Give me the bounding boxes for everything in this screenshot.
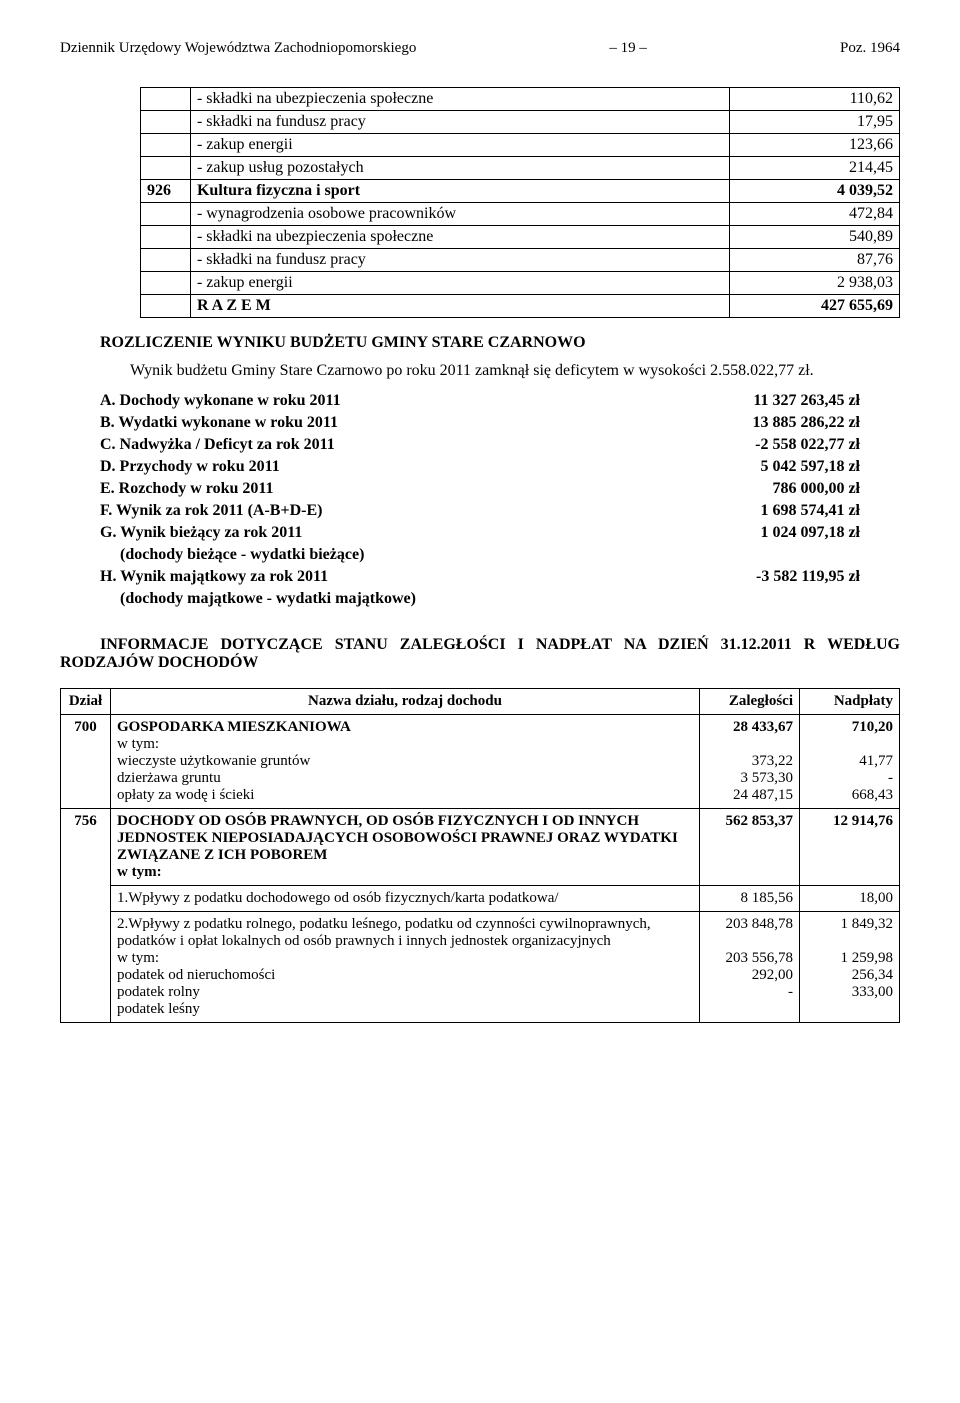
row-756-sub1: 1.Wpływy z podatku dochodowego od osób f… xyxy=(61,886,900,912)
cell-value: 17,95 xyxy=(730,111,900,134)
cell-code: 926 xyxy=(141,180,191,203)
cell-code xyxy=(141,134,191,157)
table-row: R A Z E M427 655,69 xyxy=(141,295,900,318)
cell-code xyxy=(141,203,191,226)
cell-desc: Kultura fizyczna i sport xyxy=(190,180,729,203)
cell-code xyxy=(141,157,191,180)
cell-code xyxy=(141,226,191,249)
line-item: A. Dochody wykonane w roku 2011 11 327 26… xyxy=(100,392,860,410)
cell-code xyxy=(141,88,191,111)
cell-value: 427 655,69 xyxy=(730,295,900,318)
nad-756: 12 914,76 xyxy=(800,809,900,886)
item-value: 1 698 574,41 zł xyxy=(760,502,860,520)
sub1-desc: 1.Wpływy z podatku dochodowego od osób f… xyxy=(111,886,700,912)
nad-700: 710,20 41,77-668,43 xyxy=(800,715,900,809)
header-left: Dziennik Urzędowy Województwa Zachodniop… xyxy=(60,40,416,57)
cell-code xyxy=(141,111,191,134)
cell-value: 214,45 xyxy=(730,157,900,180)
item-value: 11 327 263,45 zł xyxy=(753,392,860,410)
item-label: E. Rozchody w roku 2011 xyxy=(100,480,274,498)
cell-desc: - składki na ubezpieczenia społeczne xyxy=(190,226,729,249)
zal-756: 562 853,37 xyxy=(700,809,800,886)
cell-value: 87,76 xyxy=(730,249,900,272)
cell-desc: - zakup energii xyxy=(190,134,729,157)
item-value: 13 885 286,22 zł xyxy=(752,414,860,432)
item-value: -2 558 022,77 zł xyxy=(755,436,860,454)
table-row: - zakup energii2 938,03 xyxy=(141,272,900,295)
dzial-700: 700 xyxy=(61,715,111,809)
zal-700: 28 433,67 373,223 573,3024 487,15 xyxy=(700,715,800,809)
row-756-head: 756 DOCHODY OD OSÓB PRAWNYCH, OD OSÓB FI… xyxy=(61,809,900,886)
item-label: D. Przychody w roku 2011 xyxy=(100,458,280,476)
cell-desc: - zakup energii xyxy=(190,272,729,295)
line-item: E. Rozchody w roku 2011 786 000,00 zł xyxy=(100,480,860,498)
table-row: - składki na ubezpieczenia społeczne540,… xyxy=(141,226,900,249)
item-label: C. Nadwyżka / Deficyt za rok 2011 xyxy=(100,436,335,454)
note-g: (dochody bieżące - wydatki bieżące) xyxy=(120,546,860,564)
cell-value: 540,89 xyxy=(730,226,900,249)
item-label: G. Wynik bieżący za rok 2011 xyxy=(100,524,302,542)
cell-value: 4 039,52 xyxy=(730,180,900,203)
item-value: -3 582 119,95 zł xyxy=(756,568,860,586)
sub2-nad: 1 849,32 1 259,98256,34333,00 xyxy=(800,912,900,1023)
table-row: - wynagrodzenia osobowe pracowników472,8… xyxy=(141,203,900,226)
th-nad: Nadpłaty xyxy=(800,689,900,715)
dzial-756: 756 xyxy=(61,809,111,1023)
line-item: G. Wynik bieżący za rok 2011 1 024 097,18… xyxy=(100,524,860,542)
table-row: - składki na ubezpieczenia społeczne110,… xyxy=(141,88,900,111)
cell-desc: - składki na ubezpieczenia społeczne xyxy=(190,88,729,111)
item-value: 5 042 597,18 zł xyxy=(760,458,860,476)
cell-desc: - składki na fundusz pracy xyxy=(190,111,729,134)
cell-desc: R A Z E M xyxy=(190,295,729,318)
cell-code xyxy=(141,295,191,318)
item-value: 1 024 097,18 zł xyxy=(760,524,860,542)
line-item: F. Wynik za rok 2011 (A-B+D-E) 1 698 574,… xyxy=(100,502,860,520)
header-page: – 19 – xyxy=(609,40,647,57)
note-h: (dochody majątkowe - wydatki majątkowe) xyxy=(120,590,860,608)
sub2-zal: 203 848,78 203 556,78292,00- xyxy=(700,912,800,1023)
item-label: F. Wynik za rok 2011 (A-B+D-E) xyxy=(100,502,322,520)
rozliczenie-paragraph: Wynik budżetu Gminy Stare Czarnowo po ro… xyxy=(100,362,900,380)
cell-desc: - zakup usług pozostałych xyxy=(190,157,729,180)
table-row: 926Kultura fizyczna i sport4 039,52 xyxy=(141,180,900,203)
desc-756: DOCHODY OD OSÓB PRAWNYCH, OD OSÓB FIZYCZ… xyxy=(111,809,700,886)
header-right: Poz. 1964 xyxy=(840,40,900,57)
th-zal: Zaległości xyxy=(700,689,800,715)
item-label: B. Wydatki wykonane w roku 2011 xyxy=(100,414,338,432)
th-name: Nazwa działu, rodzaj dochodu xyxy=(111,689,700,715)
item-label: A. Dochody wykonane w roku 2011 xyxy=(100,392,341,410)
cell-value: 123,66 xyxy=(730,134,900,157)
arrears-table: Dział Nazwa działu, rodzaj dochodu Zaleg… xyxy=(60,688,900,1023)
item-value: 786 000,00 zł xyxy=(772,480,860,498)
sub2-desc: 2.Wpływy z podatku rolnego, podatku leśn… xyxy=(111,912,700,1023)
cell-code xyxy=(141,249,191,272)
table-row: - zakup energii123,66 xyxy=(141,134,900,157)
cell-desc: - składki na fundusz pracy xyxy=(190,249,729,272)
top-budget-table: - składki na ubezpieczenia społeczne110,… xyxy=(140,87,900,318)
sub1-nad: 18,00 xyxy=(800,886,900,912)
line-item: B. Wydatki wykonane w roku 2011 13 885 28… xyxy=(100,414,860,432)
cell-desc: - wynagrodzenia osobowe pracowników xyxy=(190,203,729,226)
page-header: Dziennik Urzędowy Województwa Zachodniop… xyxy=(60,40,900,57)
cell-value: 2 938,03 xyxy=(730,272,900,295)
item-label: H. Wynik majątkowy za rok 2011 xyxy=(100,568,328,586)
info-heading: INFORMACJE DOTYCZĄCE STANU ZALEGŁOŚCI I … xyxy=(60,636,900,672)
sub1-zal: 8 185,56 xyxy=(700,886,800,912)
cell-value: 472,84 xyxy=(730,203,900,226)
table-row: - zakup usług pozostałych214,45 xyxy=(141,157,900,180)
row-756-sub2: 2.Wpływy z podatku rolnego, podatku leśn… xyxy=(61,912,900,1023)
table-row: - składki na fundusz pracy87,76 xyxy=(141,249,900,272)
line-item-h: H. Wynik majątkowy za rok 2011 -3 582 11… xyxy=(100,568,860,586)
line-item: D. Przychody w roku 2011 5 042 597,18 zł xyxy=(100,458,860,476)
cell-value: 110,62 xyxy=(730,88,900,111)
desc-700: GOSPODARKA MIESZKANIOWA w tym: wieczyste… xyxy=(111,715,700,809)
line-item: C. Nadwyżka / Deficyt za rok 2011 -2 558 … xyxy=(100,436,860,454)
table-row: - składki na fundusz pracy17,95 xyxy=(141,111,900,134)
th-dzial: Dział xyxy=(61,689,111,715)
row-700: 700 GOSPODARKA MIESZKANIOWA w tym: wiecz… xyxy=(61,715,900,809)
cell-code xyxy=(141,272,191,295)
rozliczenie-title: ROZLICZENIE WYNIKU BUDŻETU GMINY STARE C… xyxy=(100,334,900,352)
